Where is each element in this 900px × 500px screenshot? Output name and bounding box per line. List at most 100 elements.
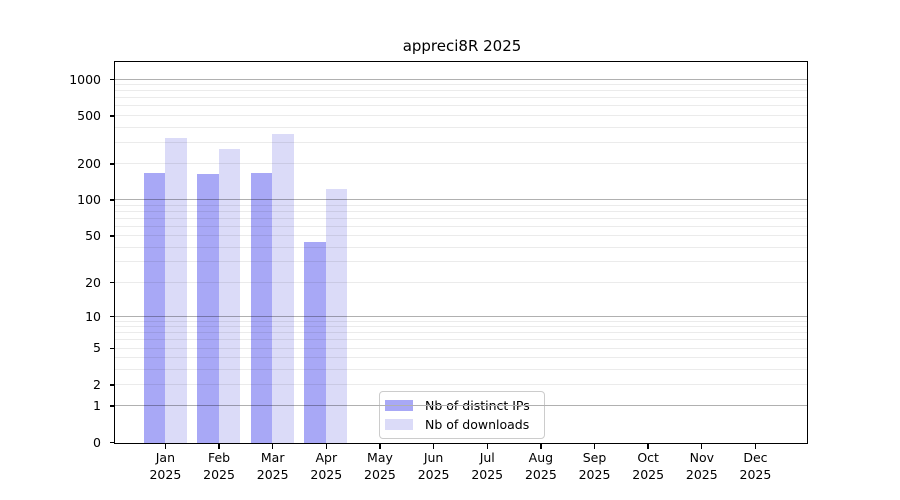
x-tick-mark xyxy=(164,444,167,449)
x-tick-mark xyxy=(432,444,435,449)
grid-minor-line xyxy=(115,281,807,283)
grid-minor-line xyxy=(115,339,807,341)
bar-distinct-ips xyxy=(250,172,273,443)
y-tick-mark xyxy=(109,78,114,81)
x-tick-month: Mar xyxy=(260,450,285,465)
x-tick-year: 2025 xyxy=(417,466,450,482)
y-tick-mark xyxy=(109,347,114,350)
y-tick-label: 0 xyxy=(93,434,101,450)
x-tick-year: 2025 xyxy=(203,466,235,482)
x-tick-mark xyxy=(754,444,757,449)
legend-label-downloads: Nb of downloads xyxy=(425,417,530,432)
x-tick-label: Sep 2025 xyxy=(567,450,623,483)
x-tick-label: Jul 2025 xyxy=(459,450,515,483)
x-tick-year: 2025 xyxy=(632,466,665,482)
grid-minor-line xyxy=(115,326,807,328)
x-tick-month: Oct xyxy=(637,450,659,465)
x-tick-year: 2025 xyxy=(364,466,396,482)
y-tick-mark xyxy=(109,281,114,284)
legend: Nb of distinct IPs Nb of downloads xyxy=(379,391,545,439)
x-tick-label: Feb 2025 xyxy=(191,450,247,483)
y-tick-mark xyxy=(109,315,114,318)
grid-major-line xyxy=(115,199,807,201)
grid-minor-line xyxy=(115,217,807,219)
grid-minor-line xyxy=(115,235,807,237)
x-tick-year: 2025 xyxy=(739,466,772,482)
x-tick-year: 2025 xyxy=(578,466,611,482)
grid-minor-line xyxy=(115,246,807,248)
x-tick-month: Jun xyxy=(423,450,444,465)
grid-minor-line xyxy=(115,141,807,143)
grid-minor-line xyxy=(115,84,807,86)
grid-minor-line xyxy=(115,320,807,322)
y-tick-label: 50 xyxy=(85,227,101,243)
x-tick-label: Apr 2025 xyxy=(298,450,354,483)
grid-minor-line xyxy=(115,347,807,349)
x-tick-month: Aug xyxy=(528,450,554,465)
x-tick-mark xyxy=(540,444,542,449)
y-tick-label: 20 xyxy=(85,274,101,290)
x-tick-label: Aug 2025 xyxy=(513,450,569,483)
x-tick-year: 2025 xyxy=(471,466,504,482)
x-tick-month: Jan xyxy=(155,450,176,465)
x-tick-mark xyxy=(486,444,488,449)
bar-distinct-ips xyxy=(304,241,326,443)
grid-minor-line xyxy=(115,105,807,107)
grid-minor-line xyxy=(115,368,807,370)
y-tick-mark xyxy=(109,163,114,165)
x-tick-mark xyxy=(593,444,596,449)
y-tick-mark xyxy=(109,115,114,117)
grid-minor-line xyxy=(115,90,807,92)
x-tick-mark xyxy=(379,444,381,449)
bar-downloads xyxy=(165,138,187,443)
grid-minor-line xyxy=(115,261,807,263)
x-tick-label: Nov 2025 xyxy=(674,450,730,483)
y-tick-label: 1000 xyxy=(69,71,101,87)
y-tick-label: 500 xyxy=(77,107,101,123)
x-tick-year: 2025 xyxy=(524,466,557,482)
y-tick-label: 1 xyxy=(93,398,101,414)
x-tick-year: 2025 xyxy=(256,466,289,482)
y-tick-label: 200 xyxy=(77,155,101,171)
x-tick-month: Jul xyxy=(479,450,495,465)
legend-item-downloads: Nb of downloads xyxy=(385,417,536,432)
x-tick-month: Nov xyxy=(689,450,714,465)
x-tick-mark xyxy=(218,444,220,449)
x-tick-label: Jun 2025 xyxy=(406,450,462,483)
x-tick-label: Dec 2025 xyxy=(727,450,783,483)
x-tick-month: Apr xyxy=(315,450,338,465)
bar-downloads xyxy=(272,134,294,443)
x-tick-year: 2025 xyxy=(149,466,182,482)
grid-major-line xyxy=(115,405,807,407)
y-tick-mark xyxy=(109,235,114,237)
bar-distinct-ips xyxy=(197,174,219,443)
bar-distinct-ips xyxy=(143,172,165,443)
grid-minor-line xyxy=(115,332,807,334)
y-tick-label: 2 xyxy=(93,376,101,392)
y-tick-label: 100 xyxy=(77,192,101,208)
grid-minor-line xyxy=(115,357,807,359)
grid-minor-line xyxy=(115,383,807,385)
x-tick-label: Oct 2025 xyxy=(620,450,676,483)
x-tick-mark xyxy=(701,444,703,449)
x-tick-label: Jan 2025 xyxy=(137,450,193,483)
x-tick-year: 2025 xyxy=(685,466,718,482)
x-tick-mark xyxy=(271,444,274,449)
grid-major-line xyxy=(115,78,807,80)
y-tick-label: 10 xyxy=(85,308,101,324)
y-tick-mark xyxy=(109,405,114,407)
x-tick-month: Dec xyxy=(743,450,768,465)
grid-minor-line xyxy=(115,225,807,227)
x-tick-month: Sep xyxy=(582,450,607,465)
grid-minor-line xyxy=(115,126,807,128)
x-tick-month: Feb xyxy=(207,450,231,465)
grid-minor-line xyxy=(115,204,807,206)
y-tick-mark xyxy=(109,384,114,386)
grid-major-line xyxy=(115,315,807,317)
bar-downloads xyxy=(325,188,348,443)
grid-minor-line xyxy=(115,163,807,164)
chart-title: appreci8R 2025 xyxy=(402,37,522,55)
y-tick-label: 5 xyxy=(93,340,101,356)
plot-area xyxy=(114,61,808,444)
